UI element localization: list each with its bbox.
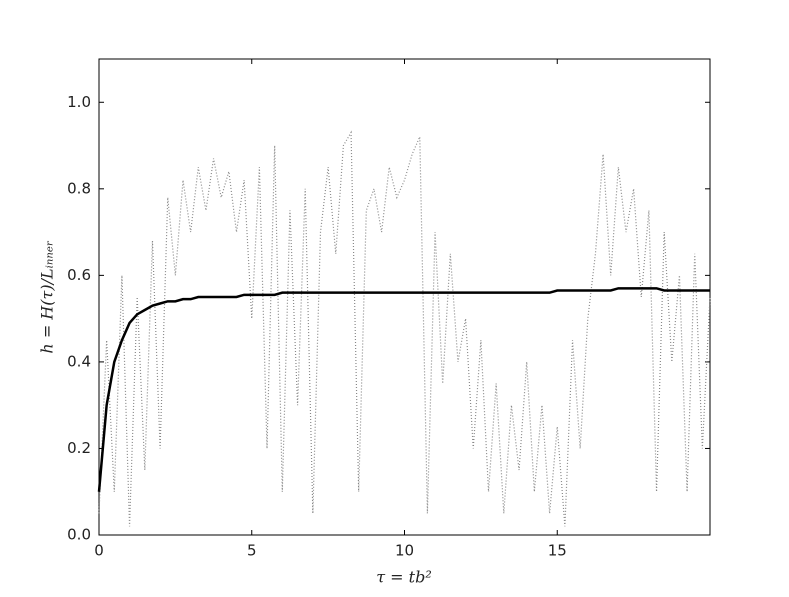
x-axis-label: τ = tb²	[376, 568, 432, 587]
y-tick-label: 0.4	[67, 352, 91, 370]
y-tick-label: 0.2	[67, 439, 91, 457]
y-axis-label: h = H(τ)/Lᵢₙₙₑᵣ	[38, 240, 57, 354]
y-tick-label: 1.0	[67, 93, 91, 111]
x-tick-label: 5	[247, 542, 257, 560]
y-tick-label: 0.0	[67, 526, 91, 544]
y-tick-label: 0.6	[67, 266, 91, 284]
x-tick-label: 0	[94, 542, 104, 560]
y-tick-label: 0.8	[67, 179, 91, 197]
x-tick-label: 10	[395, 542, 414, 560]
plot-frame	[98, 58, 711, 536]
x-tick-label: 15	[548, 542, 567, 560]
series-line	[97, 287, 710, 492]
series-line	[98, 130, 711, 527]
